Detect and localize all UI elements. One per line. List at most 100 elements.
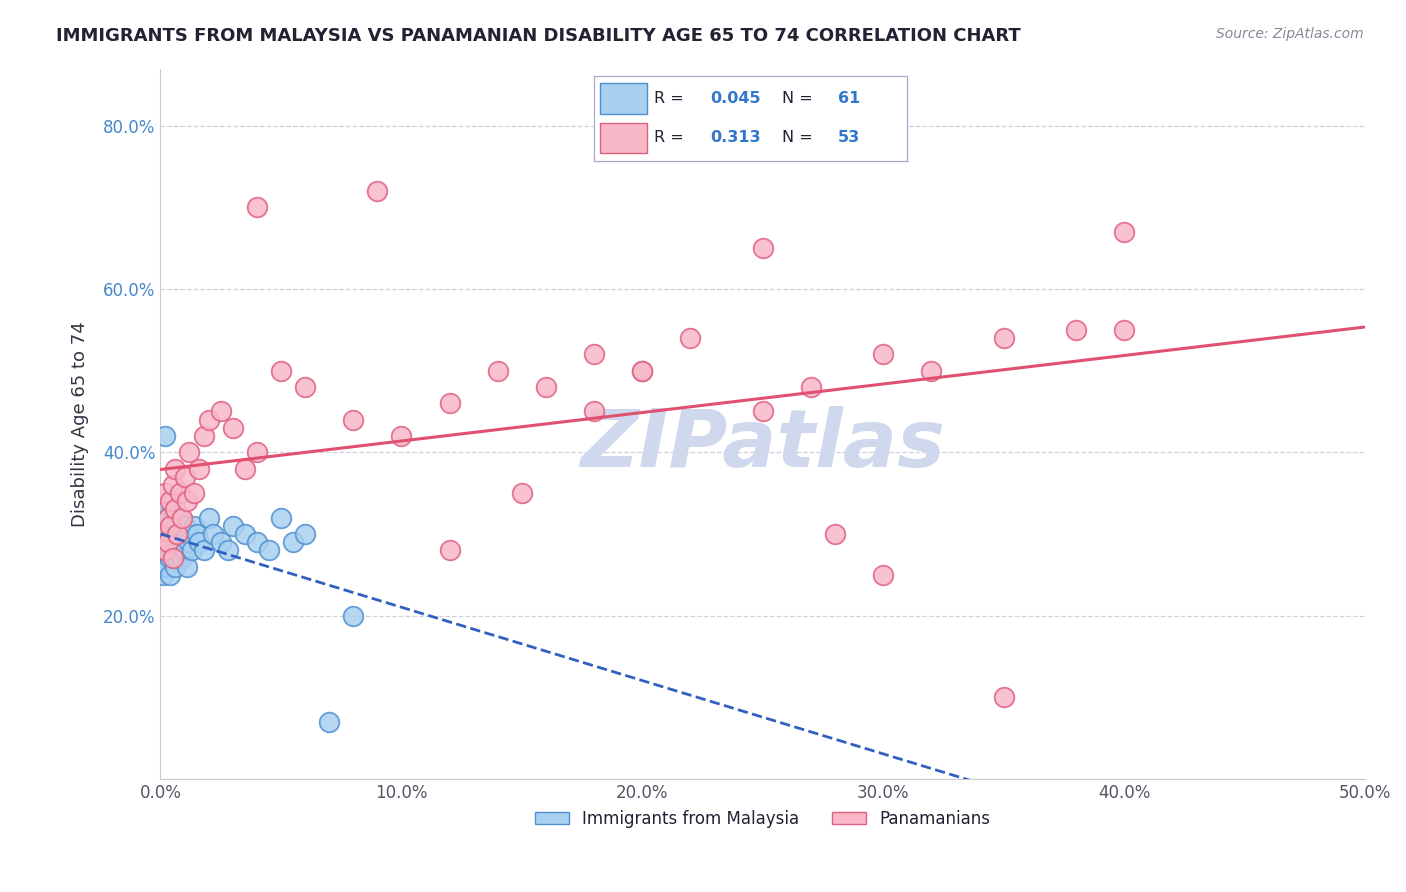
Point — [166, 551, 188, 566]
Point — [159, 567, 181, 582]
Point — [152, 527, 174, 541]
Point — [159, 543, 181, 558]
Point — [294, 527, 316, 541]
Point — [631, 364, 654, 378]
Point — [156, 535, 179, 549]
Point — [166, 527, 188, 541]
Point — [270, 364, 292, 378]
Point — [209, 535, 232, 549]
Point — [155, 429, 177, 443]
Point — [920, 364, 942, 378]
Point — [159, 518, 181, 533]
Point — [176, 527, 198, 541]
Point — [176, 559, 198, 574]
Point — [486, 364, 509, 378]
Point — [179, 445, 201, 459]
Point — [155, 502, 177, 516]
Point — [159, 551, 181, 566]
Point — [162, 551, 184, 566]
Point — [155, 559, 177, 574]
Point — [631, 364, 654, 378]
Point — [155, 518, 177, 533]
Point — [176, 494, 198, 508]
Point — [222, 518, 245, 533]
Point — [156, 543, 179, 558]
Point — [342, 608, 364, 623]
Point — [1112, 225, 1135, 239]
Point — [152, 551, 174, 566]
Point — [166, 535, 188, 549]
Point — [872, 347, 894, 361]
Point — [824, 527, 846, 541]
Point — [233, 461, 256, 475]
Point — [183, 518, 205, 533]
Text: Source: ZipAtlas.com: Source: ZipAtlas.com — [1216, 27, 1364, 41]
Point — [173, 470, 195, 484]
Point — [163, 461, 186, 475]
Point — [162, 535, 184, 549]
Point — [162, 478, 184, 492]
Point — [173, 543, 195, 558]
Point — [155, 543, 177, 558]
Point — [159, 527, 181, 541]
Point — [155, 535, 177, 549]
Point — [155, 551, 177, 566]
Point — [510, 486, 533, 500]
Point — [222, 421, 245, 435]
Point — [246, 535, 269, 549]
Point — [679, 331, 702, 345]
Point — [156, 510, 179, 524]
Point — [193, 429, 215, 443]
Point — [152, 510, 174, 524]
Point — [162, 543, 184, 558]
Point — [152, 567, 174, 582]
Point — [172, 510, 194, 524]
Point — [209, 404, 232, 418]
Point — [217, 543, 239, 558]
Point — [188, 535, 211, 549]
Text: ZIPatlas: ZIPatlas — [581, 406, 945, 484]
Point — [156, 535, 179, 549]
Point — [163, 543, 186, 558]
Point — [583, 347, 606, 361]
Point — [172, 535, 194, 549]
Point — [202, 527, 225, 541]
Point — [751, 404, 773, 418]
Point — [257, 543, 280, 558]
Point — [800, 380, 823, 394]
Point — [152, 535, 174, 549]
Point — [166, 518, 188, 533]
Point — [155, 486, 177, 500]
Point — [193, 543, 215, 558]
Point — [872, 567, 894, 582]
Point — [197, 510, 219, 524]
Point — [173, 518, 195, 533]
Point — [156, 527, 179, 541]
Point — [1112, 323, 1135, 337]
Point — [197, 412, 219, 426]
Point — [159, 518, 181, 533]
Point — [342, 412, 364, 426]
Point — [163, 559, 186, 574]
Text: IMMIGRANTS FROM MALAYSIA VS PANAMANIAN DISABILITY AGE 65 TO 74 CORRELATION CHART: IMMIGRANTS FROM MALAYSIA VS PANAMANIAN D… — [56, 27, 1021, 45]
Point — [156, 559, 179, 574]
Point — [180, 543, 202, 558]
Point — [233, 527, 256, 541]
Point — [169, 510, 191, 524]
Point — [439, 396, 461, 410]
Point — [246, 200, 269, 214]
Point — [179, 535, 201, 549]
Point — [183, 486, 205, 500]
Point — [270, 510, 292, 524]
Point — [534, 380, 557, 394]
Point — [169, 486, 191, 500]
Point — [156, 510, 179, 524]
Point — [162, 551, 184, 566]
Point — [186, 527, 208, 541]
Point — [163, 527, 186, 541]
Y-axis label: Disability Age 65 to 74: Disability Age 65 to 74 — [72, 321, 89, 526]
Point — [389, 429, 412, 443]
Point — [246, 445, 269, 459]
Point — [294, 380, 316, 394]
Point — [751, 241, 773, 255]
